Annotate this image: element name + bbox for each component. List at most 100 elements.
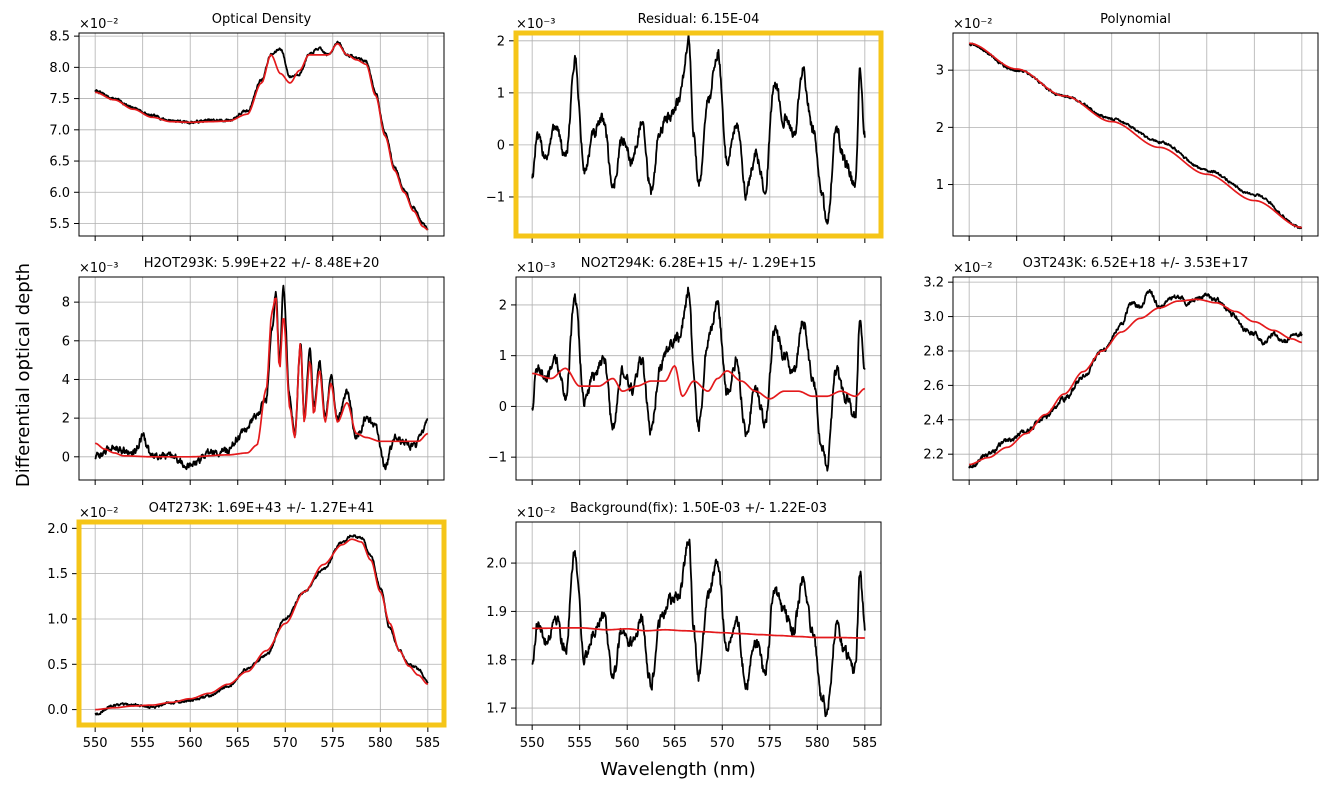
- axis-exponent: ×10⁻³: [516, 261, 556, 276]
- y-tick-label: 2.0: [486, 557, 507, 572]
- x-tick-label: 580: [368, 736, 393, 751]
- axes-frame: [78, 276, 445, 481]
- series-line-measured: [531, 286, 866, 472]
- axis-exponent: ×10⁻³: [79, 261, 119, 276]
- axis-exponent: ×10⁻²: [953, 261, 993, 276]
- x-tick-label: 560: [178, 736, 203, 751]
- y-tick-label: 3.0: [923, 310, 944, 325]
- y-tick-label: 0.0: [47, 703, 68, 718]
- panel-title: O4T273K: 1.69E+43 +/- 1.27E+41: [149, 501, 375, 516]
- panel-title: NO2T294K: 6.28E+15 +/- 1.29E+15: [581, 256, 816, 271]
- series-line-fit: [969, 42, 1302, 229]
- y-tick-label: 2.2: [923, 448, 944, 463]
- x-tick-label: 570: [273, 736, 298, 751]
- y-axis-label: Differential optical depth: [13, 263, 34, 487]
- series-line-fit: [969, 298, 1302, 466]
- y-tick-label: 1.7: [486, 702, 507, 717]
- panel-o3: 2.2 2.4 2.6 2.8 3.0 3.2 ×10⁻² O3T243K: 6.52E+18…: [923, 256, 1319, 485]
- x-tick-label: 550: [83, 736, 108, 751]
- axes-frame: [78, 32, 445, 237]
- y-tick-label: 0.5: [47, 658, 68, 673]
- panel-optical-density: 5.5 6.0 6.5 7.0 7.5 8.0 8.5 ×10⁻² Optical Densit…: [49, 12, 445, 241]
- panel-title: H2OT293K: 5.99E+22 +/- 8.48E+20: [144, 256, 380, 271]
- y-tick-label: 8.0: [49, 61, 70, 76]
- y-tick-label: 6.0: [49, 186, 70, 201]
- highlight-frame: [76, 519, 447, 728]
- panel-no2: −1 0 1 2 ×10⁻³ NO2T294K: 6.28E+15 +/- 1.29E+1…: [488, 256, 882, 485]
- x-tick-label: 580: [805, 736, 830, 751]
- x-tick-label: 575: [757, 736, 782, 751]
- panel-residual: −1 0 1 2 ×10⁻³ Residual: 6.15E-04: [486, 12, 884, 243]
- panel-title: O3T243K: 6.52E+18 +/- 3.53E+17: [1023, 256, 1249, 271]
- x-tick-label: 565: [662, 736, 687, 751]
- series-line-measured: [531, 33, 866, 225]
- y-tick-label: 3.2: [923, 276, 944, 291]
- axis-exponent: ×10⁻²: [79, 17, 119, 32]
- y-tick-label: 4: [62, 373, 70, 388]
- x-tick-label: 575: [320, 736, 345, 751]
- y-tick-label: 6.5: [49, 155, 70, 170]
- x-tick-label: 560: [615, 736, 640, 751]
- y-tick-label: 2: [62, 412, 70, 427]
- x-tick-label: 585: [852, 736, 877, 751]
- axes-frame: [952, 276, 1319, 481]
- series-line-measured: [94, 534, 429, 716]
- x-tick-label: 550: [520, 736, 545, 751]
- series-line-fit: [532, 626, 865, 639]
- axis-exponent: ×10⁻²: [953, 17, 993, 32]
- y-tick-label: 1: [936, 178, 944, 193]
- y-tick-label: 0: [499, 400, 507, 415]
- x-tick-label: 555: [130, 736, 155, 751]
- axes-frame: [515, 521, 882, 726]
- highlight-frame: [513, 30, 884, 239]
- axes-frame: [952, 32, 1319, 237]
- x-tick-label: 585: [415, 736, 440, 751]
- y-tick-label: 2.0: [47, 522, 68, 537]
- series-line-measured: [94, 284, 429, 471]
- y-tick-label: 2: [497, 34, 505, 49]
- y-tick-label: 5.5: [49, 217, 70, 232]
- y-tick-label: 1: [499, 349, 507, 364]
- panel-polynomial: 1 2 3 ×10⁻² Polynomial: [936, 12, 1319, 241]
- x-axis-label: Wavelength (nm): [600, 759, 756, 780]
- series-line-fit: [95, 538, 429, 711]
- y-tick-label: 1.5: [47, 567, 68, 582]
- y-tick-label: 2: [936, 121, 944, 136]
- x-tick-label: 565: [225, 736, 250, 751]
- y-tick-label: 8.5: [49, 30, 70, 45]
- y-tick-label: 2.6: [923, 379, 944, 394]
- panel-title: Residual: 6.15E-04: [638, 12, 760, 27]
- y-tick-label: 7.0: [49, 123, 70, 138]
- y-tick-label: 1.9: [486, 605, 507, 620]
- series-line-fit: [95, 42, 429, 231]
- series-line-measured: [94, 40, 429, 231]
- panel-o4: 550 555 560 565 570 575 580 585 0.0 0.5 1.0 1.5 2.0 ×…: [47, 501, 447, 751]
- y-tick-label: 3: [936, 64, 944, 79]
- x-tick-label: 555: [567, 736, 592, 751]
- x-tick-label: 570: [710, 736, 735, 751]
- axis-exponent: ×10⁻²: [79, 506, 119, 521]
- y-tick-label: 2.4: [923, 413, 944, 428]
- y-tick-label: 7.5: [49, 92, 70, 107]
- panel-background: 550 555 560 565 570 575 580 585 1.7 1.8 1.9 2.0 ×10⁻…: [486, 501, 882, 751]
- axis-exponent: ×10⁻²: [516, 506, 556, 521]
- axis-exponent: ×10⁻³: [516, 17, 556, 32]
- y-tick-label: 2.8: [923, 344, 944, 359]
- y-tick-label: 0: [62, 450, 70, 465]
- y-tick-label: −1: [486, 190, 505, 205]
- series-line-fit: [532, 364, 866, 400]
- panel-title: Optical Density: [212, 12, 312, 27]
- y-tick-label: −1: [488, 451, 507, 466]
- y-tick-label: 2: [499, 298, 507, 313]
- panel-title: Background(fix): 1.50E-03 +/- 1.22E-03: [570, 501, 827, 516]
- y-tick-label: 1.0: [47, 612, 68, 627]
- series-line-measured: [531, 538, 866, 718]
- y-tick-label: 6: [62, 334, 70, 349]
- y-tick-label: 8: [62, 296, 70, 311]
- axes-frame: [515, 276, 882, 481]
- panel-title: Polynomial: [1100, 12, 1171, 27]
- panel-h2o: 0 2 4 6 8 ×10⁻³ H2OT293K: 5.99E+22 +/- 8.48E+2…: [62, 256, 445, 485]
- y-tick-label: 1: [497, 86, 505, 101]
- y-tick-label: 0: [497, 138, 505, 153]
